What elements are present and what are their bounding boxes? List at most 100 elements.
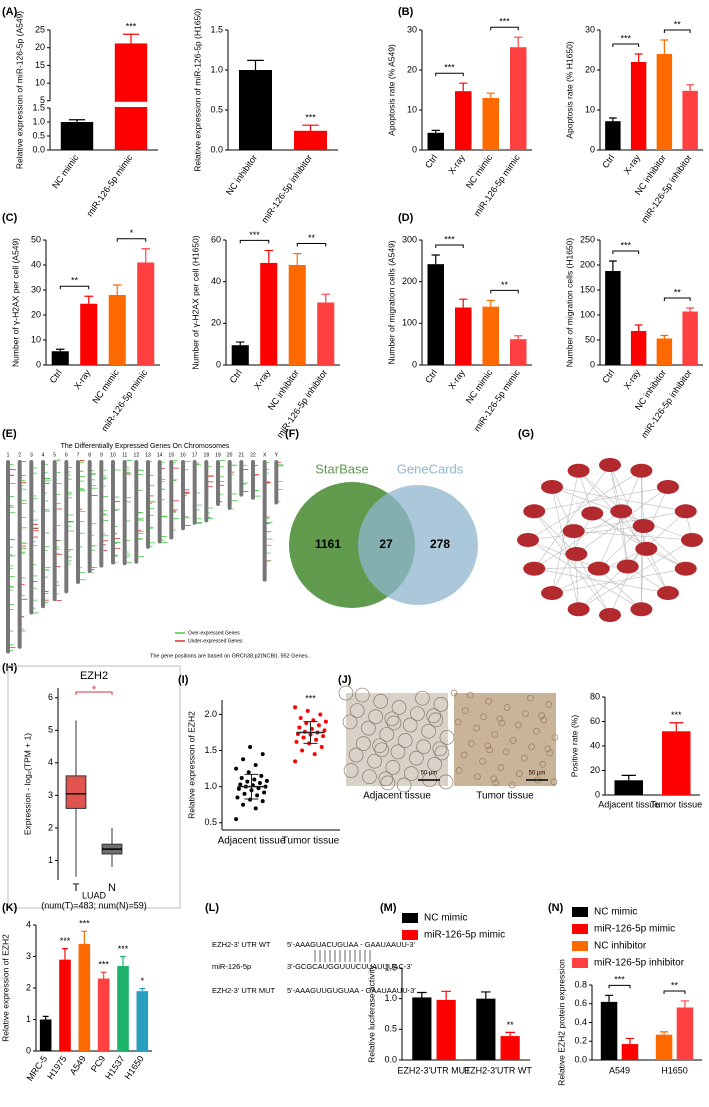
- y-tick-label: 60: [590, 716, 600, 726]
- error-bar: [235, 341, 245, 346]
- point: [298, 716, 303, 721]
- tissue-texture: [372, 738, 388, 754]
- comparison-bracket: [612, 43, 640, 47]
- chromosome-label: X: [263, 452, 267, 458]
- bar: [630, 331, 647, 365]
- y-tick-label: 100: [402, 318, 417, 328]
- edge: [534, 511, 622, 569]
- point: [300, 748, 305, 753]
- tissue-texture: [509, 737, 517, 744]
- x-tick-label: miR-126-5p inhibitor: [275, 368, 330, 440]
- node: [656, 586, 679, 601]
- point: [236, 786, 241, 791]
- significance: ***: [305, 113, 316, 123]
- tissue-texture: [362, 769, 377, 785]
- tissue-texture: [502, 748, 510, 756]
- tissue-texture: [416, 739, 431, 755]
- error-bar: [604, 994, 614, 1002]
- chromosome-label: 10: [110, 452, 116, 458]
- point: [260, 799, 265, 804]
- bar: [621, 1044, 639, 1060]
- x-tick-label: X-ray: [446, 152, 467, 176]
- legend-swatch: [572, 941, 588, 951]
- y-tick-label: 2.0: [204, 709, 217, 719]
- tissue-texture: [368, 709, 383, 725]
- x-tick-label: H1537: [103, 1054, 126, 1081]
- sequence: 5'-AAAGUUGUGUAA - GAAUAAUU-3': [287, 986, 416, 995]
- error-bar: [81, 930, 88, 944]
- point: [314, 737, 319, 742]
- chromosome-label: 1: [7, 452, 10, 458]
- panel-label: (D): [398, 212, 414, 224]
- y-tick-label: 10: [35, 77, 45, 87]
- tissue-texture: [450, 689, 458, 697]
- bar: [500, 1036, 520, 1060]
- y-tick-label: 80: [590, 691, 600, 701]
- node: [541, 479, 564, 494]
- tissue-texture: [378, 771, 394, 787]
- x-tick-label: NC mimic: [50, 152, 81, 190]
- edge: [534, 511, 577, 555]
- tissue-texture: [545, 701, 553, 708]
- comparison-label: ***: [620, 33, 631, 43]
- edge: [534, 486, 669, 512]
- error-bar: [441, 990, 451, 1000]
- y-tick-label: 0.5: [32, 130, 45, 140]
- comparison-bracket: [663, 29, 691, 33]
- tissue-texture: [421, 723, 436, 739]
- bar: [317, 302, 335, 365]
- error-bar: [680, 1000, 690, 1008]
- error-bar: [660, 334, 669, 339]
- tissue-texture: [546, 749, 554, 757]
- y-tick-label: 40: [31, 259, 41, 269]
- chromosome-label: 12: [134, 452, 140, 458]
- chromosome-label: 3: [30, 452, 33, 458]
- edge: [551, 486, 686, 512]
- x-tick-label: Adjacent tissue: [598, 799, 659, 809]
- legend-swatch: [402, 913, 418, 923]
- comparison-bracket: [59, 285, 90, 290]
- node: [616, 559, 639, 574]
- chromosome: [204, 460, 209, 523]
- chromosome-label: 17: [192, 452, 198, 458]
- tissue-texture: [438, 774, 454, 790]
- node: [567, 602, 590, 617]
- error-bar: [112, 284, 122, 295]
- point: [301, 735, 306, 740]
- node: [523, 561, 546, 576]
- y-tick-label: 1.5: [204, 745, 217, 755]
- y-tick-label: 0.0: [210, 144, 223, 154]
- bar: [108, 295, 126, 365]
- chromosome: [181, 460, 185, 531]
- tissue-texture: [460, 751, 468, 759]
- chromosome: [134, 460, 139, 564]
- y-tick-label: 2: [48, 822, 53, 832]
- point: [257, 781, 262, 786]
- y-tick-label: 0.0: [384, 1054, 397, 1064]
- panel-label: (E): [2, 428, 17, 440]
- y-tick-label: 1.0: [32, 116, 45, 126]
- x-tick-label: NC mimic: [90, 367, 121, 405]
- tissue-texture: [396, 777, 412, 793]
- bar: [114, 43, 148, 151]
- x-tick-label: Ctrl: [48, 368, 64, 385]
- chromosome: [122, 460, 127, 566]
- tissue-texture: [354, 687, 370, 703]
- tissue-texture: [467, 740, 475, 747]
- tissue-texture: [527, 694, 534, 702]
- y-axis-label: Number of γ-H2AX per cell (H1650): [190, 235, 200, 369]
- comparison-label: *: [92, 684, 97, 696]
- bar: [97, 978, 110, 1051]
- bar: [682, 311, 698, 365]
- x-tick-label: X-ray: [72, 367, 93, 391]
- chromosome-label: 6: [65, 452, 68, 458]
- error-bar: [100, 971, 107, 979]
- y-axis-label: Number of migration cells (A549): [386, 240, 396, 364]
- edge: [598, 525, 644, 569]
- error-bar: [84, 295, 94, 304]
- chromosome-label: 2: [18, 452, 21, 458]
- x-tick-label: Ctrl: [600, 153, 616, 170]
- x-tick-label: miR-126-5p inhibitor: [639, 153, 694, 225]
- bar: [412, 997, 432, 1060]
- scale-bar-label: 50 μm: [421, 771, 438, 777]
